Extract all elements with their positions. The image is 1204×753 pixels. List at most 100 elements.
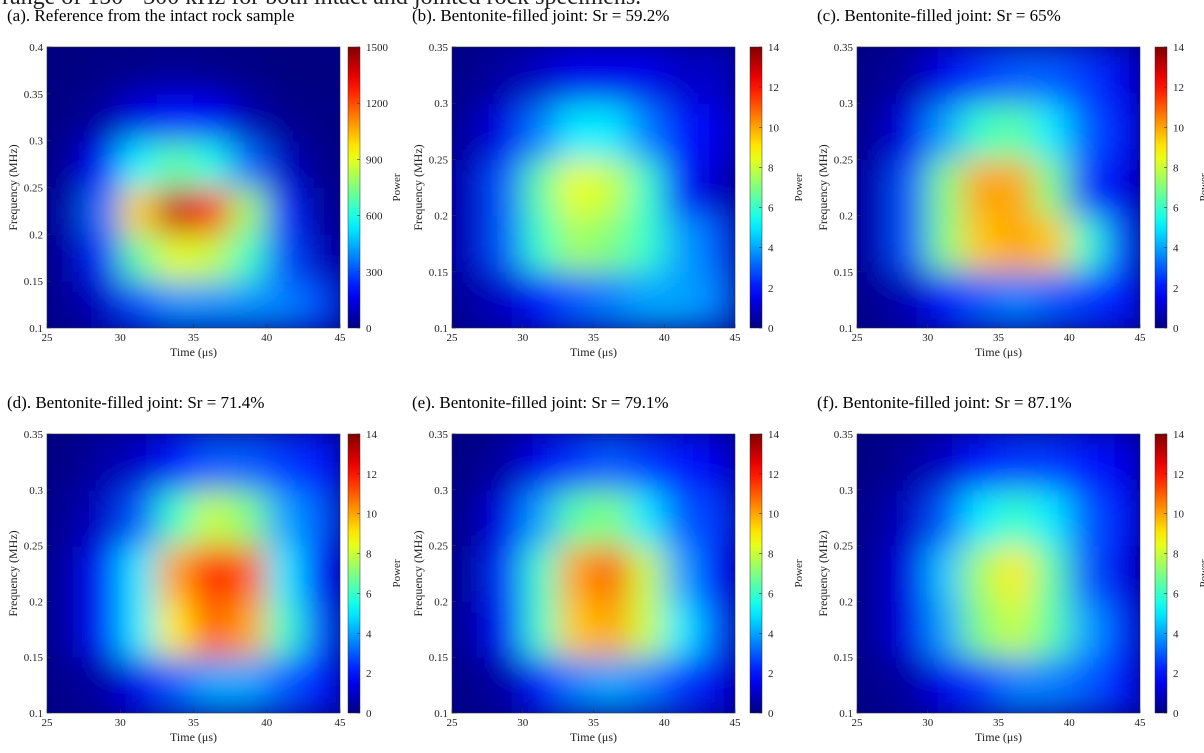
y-tick-label: 0.15	[24, 276, 44, 288]
x-tick-label: 25	[447, 717, 459, 729]
heatmap-cell	[891, 158, 929, 217]
chart-title: (a). Reference from the intact rock samp…	[7, 6, 294, 25]
y-tick-label: 0.1	[839, 323, 853, 335]
colorbar-tick-label: 4	[366, 628, 372, 640]
heatmap-cell	[927, 102, 964, 160]
heatmap-cell	[927, 600, 964, 658]
x-tick-label: 40	[1064, 717, 1076, 729]
heatmap-cell	[628, 271, 665, 328]
y-tick-label: 0.15	[24, 652, 44, 664]
heatmap-cell	[156, 47, 194, 95]
x-axis-label: Time (μs)	[570, 730, 617, 744]
heatmap-cell	[699, 545, 735, 602]
heatmap-cell	[193, 140, 231, 188]
heatmap-cell	[1104, 158, 1140, 217]
colorbar-tick-label: 12	[366, 469, 377, 481]
heatmap-cell	[83, 600, 121, 658]
x-tick-label: 25	[852, 332, 864, 344]
y-axis-label: Frequency (MHz)	[411, 530, 425, 616]
heatmap-cell	[699, 656, 735, 713]
heatmap-cell	[1104, 656, 1140, 713]
heatmap-cell	[302, 545, 340, 602]
heatmap-cell	[302, 187, 340, 235]
heatmap-cell	[699, 434, 735, 491]
heatmap-cell	[486, 489, 524, 547]
colorbar-label: Power	[1198, 173, 1204, 201]
y-tick-label: 0.35	[429, 429, 449, 441]
heatmap	[452, 434, 735, 713]
heatmap-cell	[1033, 102, 1070, 160]
x-tick-label: 35	[188, 717, 200, 729]
heatmap-cell	[119, 656, 158, 713]
heatmap-cell	[1104, 545, 1140, 602]
y-tick-label: 0.4	[29, 42, 43, 54]
heatmap-cell	[593, 271, 630, 328]
y-axis-label: Frequency (MHz)	[816, 530, 830, 616]
heatmap-cell	[47, 434, 85, 491]
x-tick-label: 30	[115, 332, 127, 344]
heatmap-cell	[452, 271, 488, 328]
y-tick-label: 0.35	[24, 429, 44, 441]
colorbar-tick-label: 0	[768, 323, 774, 335]
heatmap-cell	[156, 545, 194, 602]
heatmap-cell	[593, 600, 630, 658]
heatmap-cell	[522, 656, 559, 713]
colorbar-tick-label: 4	[768, 243, 774, 255]
heatmap-cell	[47, 47, 85, 95]
colorbar-tick-label: 8	[366, 549, 372, 561]
heatmap-cells	[452, 434, 735, 713]
x-tick-label: 30	[922, 332, 934, 344]
colorbar-tick-label: 900	[366, 154, 383, 166]
x-tick-label: 30	[922, 717, 934, 729]
heatmap-cell	[229, 434, 268, 491]
heatmap-cell	[927, 656, 964, 713]
heatmap-cell	[628, 656, 665, 713]
heatmap-cell	[1068, 271, 1106, 328]
x-tick-label: 30	[517, 717, 529, 729]
heatmap-cell	[119, 233, 158, 282]
colorbar-tick-label: 1500	[366, 42, 389, 54]
colorbar-tick-label: 14	[1173, 42, 1185, 54]
colorbar-tick-label: 4	[768, 628, 774, 640]
heatmap-cell	[557, 215, 594, 273]
colorbar-tick-label: 14	[1173, 429, 1185, 441]
heatmap-cell	[927, 434, 964, 491]
heatmap-cell	[47, 489, 85, 547]
heatmap-cell	[229, 233, 268, 282]
heatmap-cell	[628, 47, 665, 104]
heatmap-cell	[628, 102, 665, 160]
heatmap-cell	[486, 656, 524, 713]
heatmap-cell	[1068, 545, 1106, 602]
x-tick-label: 35	[993, 332, 1005, 344]
heatmap-cell	[193, 47, 231, 95]
colorbar-tick-label: 6	[1173, 203, 1179, 215]
heatmap-cell	[193, 545, 231, 602]
colorbar-tick-label: 2	[768, 668, 774, 680]
heatmap-cell	[857, 102, 893, 160]
colorbar-tick-label: 14	[768, 42, 780, 54]
heatmap-cell	[593, 215, 630, 273]
heatmap-cell	[1104, 434, 1140, 491]
heatmap-cell	[663, 158, 701, 217]
heatmap-cell	[229, 140, 268, 188]
y-tick-label: 0.1	[434, 708, 448, 720]
heatmap-cell	[229, 280, 268, 328]
colorbar-tick-label: 2	[366, 668, 372, 680]
heatmap-cell	[593, 434, 630, 491]
x-tick-label: 40	[261, 717, 273, 729]
heatmap-cell	[83, 656, 121, 713]
heatmap-cell	[891, 545, 929, 602]
colorbar-tick-label: 0	[366, 323, 372, 335]
colorbar-tick-label: 300	[366, 267, 383, 279]
heatmap-cell	[83, 140, 121, 188]
heatmap-cell	[266, 187, 304, 235]
y-tick-label: 0.1	[29, 323, 43, 335]
y-axis-label: Frequency (MHz)	[6, 144, 20, 230]
colorbar-tick-label: 4	[1173, 243, 1179, 255]
heatmap-cell	[663, 102, 701, 160]
y-tick-label: 0.2	[839, 211, 853, 223]
heatmap-cell	[47, 600, 85, 658]
heatmap-cell	[628, 215, 665, 273]
heatmap-cell	[522, 47, 559, 104]
heatmap-cell	[962, 215, 999, 273]
